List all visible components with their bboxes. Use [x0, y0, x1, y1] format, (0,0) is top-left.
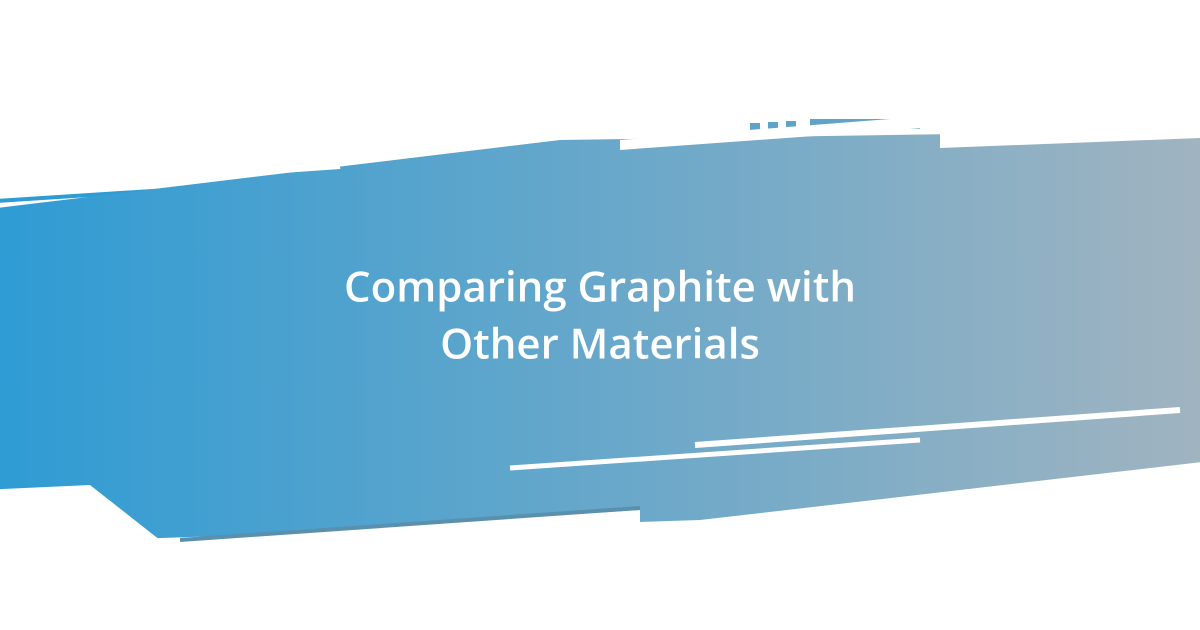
banner-container: Comparing Graphite withOther Materials: [0, 0, 1200, 630]
banner-title: Comparing Graphite withOther Materials: [200, 258, 1000, 371]
